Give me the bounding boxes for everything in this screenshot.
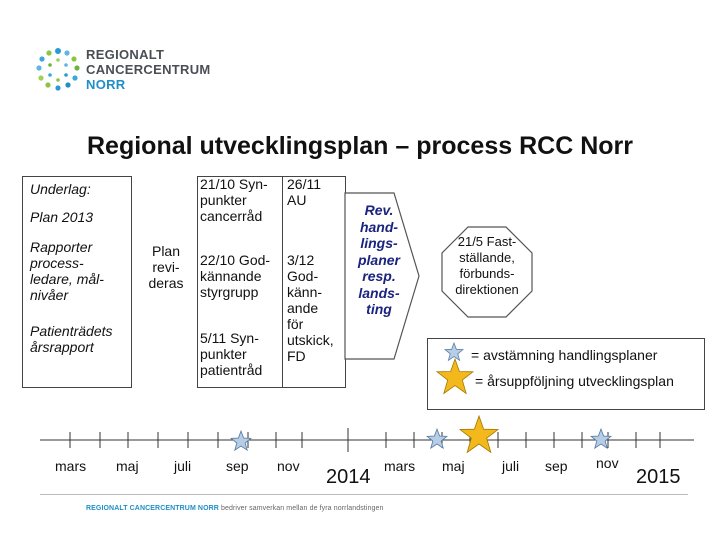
step-3-12: 3/12 God- känn- ande för utskick, FD (287, 252, 334, 364)
timeline-big-star-may-2015-icon (459, 415, 499, 454)
plan-2013-label: Plan 2013 (30, 209, 94, 225)
legend-small-star-text: = avstämning handlingsplaner (471, 347, 658, 363)
revision-arrow-text: Rev. hand- lings- planer resp. lands- ti… (357, 202, 400, 317)
patientradet-text: Patienträdets årsrapport (30, 323, 113, 355)
underlag-label: Underlag: (30, 181, 91, 197)
logo-line-1: REGIONALT (86, 47, 165, 62)
month-label: mars (384, 458, 416, 474)
decision-text: 21/5 Fast- ställande, förbunds- direktio… (455, 234, 519, 297)
logo-text: REGIONALT CANCERCENTRUM NORR (86, 47, 211, 92)
timeline-small-star-apr-2015-icon (426, 428, 448, 450)
rapporter-text: Rapporter process- ledare, mål- nivåer (30, 239, 104, 303)
legend-big-star-text: = årsuppföljning utvecklingsplan (475, 373, 674, 389)
step-26-11: 26/11 AU (287, 176, 321, 208)
month-label: sep (545, 458, 568, 474)
month-label: juli (502, 458, 520, 474)
legend-box (427, 338, 705, 410)
month-label: nov (277, 458, 300, 474)
plan-revideras-text: Plan revi- deras (148, 243, 184, 291)
month-label: sep (226, 458, 249, 474)
timeline-small-star-oct-2015-icon (590, 428, 612, 450)
footer-tagline: bedriver samverkan mellan de fyra norrla… (218, 505, 384, 512)
footer-text: REGIONALT CANCERCENTRUM NORR bedriver sa… (86, 505, 383, 512)
decision-octagon (441, 226, 533, 318)
year-label-2014: 2014 (326, 466, 371, 488)
process-steps-divider (282, 176, 283, 388)
year-label-2015: 2015 (636, 466, 681, 488)
month-label: maj (442, 458, 465, 474)
small-star-legend-icon (444, 342, 464, 362)
page-title: Regional utvecklingsplan – process RCC N… (87, 132, 633, 160)
big-star-legend-icon (436, 358, 474, 395)
month-label: mars (55, 458, 87, 474)
month-label: juli (174, 458, 192, 474)
step-21-10: 21/10 Syn- punkter cancerråd (200, 176, 268, 224)
revision-arrow (344, 192, 420, 360)
month-label: maj (116, 458, 139, 474)
footer-divider (40, 494, 688, 495)
logo-line-3: NORR (86, 77, 126, 92)
timeline-small-star-sep-2014-icon (230, 430, 252, 452)
timeline (40, 428, 694, 452)
underlag-box (22, 176, 132, 388)
step-22-10: 22/10 God- kännande styrgrupp (200, 252, 271, 300)
month-label: nov (596, 455, 619, 471)
rcc-logo-icon (36, 48, 80, 91)
footer-brand: REGIONALT CANCERCENTRUM NORR (86, 505, 219, 512)
logo-line-2: CANCERCENTRUM (86, 62, 211, 77)
step-5-11: 5/11 Syn- punkter patientråd (200, 330, 263, 378)
